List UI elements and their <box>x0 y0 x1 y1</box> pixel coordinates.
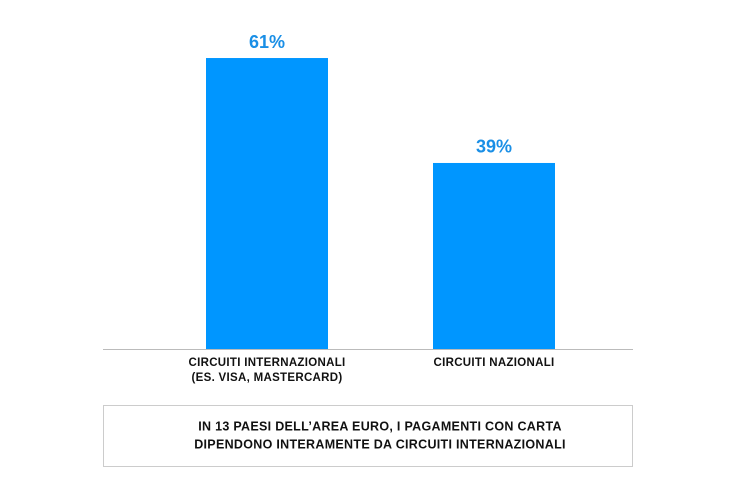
x-tick-label: CIRCUITI NAZIONALI <box>433 357 554 369</box>
bar <box>206 58 328 349</box>
bar <box>433 162 555 349</box>
annotation-line: IN 13 PAESI DELL’AREA EURO, I PAGAMENTI … <box>198 419 562 433</box>
x-tick-label: CIRCUITI INTERNAZIONALI (ES. VISA, MASTER… <box>188 357 345 384</box>
value-label: 39% <box>476 137 512 157</box>
annotation-line: DIPENDONO INTERAMENTE DA CIRCUITI INTERN… <box>194 437 566 451</box>
annotation-box <box>103 405 633 467</box>
value-label: 61% <box>249 32 285 52</box>
